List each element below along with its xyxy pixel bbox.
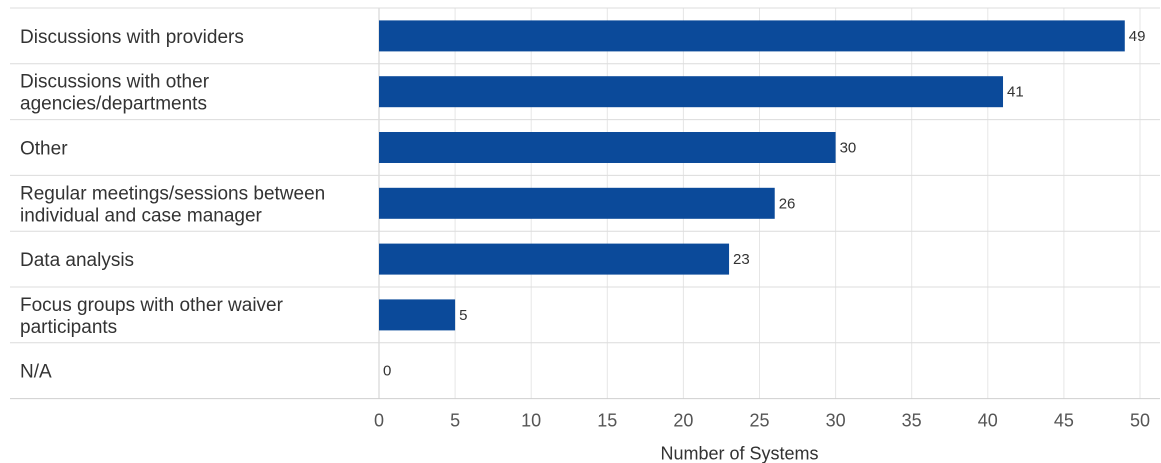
value-label: 0 [383, 363, 391, 380]
x-tick-label: 10 [521, 411, 541, 431]
x-tick-label: 15 [597, 411, 617, 431]
value-label: 49 [1129, 28, 1146, 45]
category-label: agencies/departments [20, 94, 207, 115]
category-label: Regular meetings/sessions between [20, 183, 325, 204]
bar [379, 243, 730, 275]
x-tick-label: 0 [374, 411, 384, 431]
bar [379, 132, 836, 163]
x-axis-ticks: 0 5 10 15 20 25 30 35 40 45 50 [374, 411, 1150, 431]
value-label: 30 [840, 140, 857, 157]
value-label: 5 [459, 307, 467, 324]
category-label: Discussions with other [20, 72, 210, 93]
bar [379, 76, 1004, 108]
category-label: Data analysis [20, 250, 134, 271]
bar [379, 299, 456, 331]
x-tick-label: 30 [826, 411, 846, 431]
x-tick-label: 35 [902, 411, 922, 431]
x-axis-title: Number of Systems [660, 444, 818, 463]
category-labels: Discussions with providers Discussions wi… [20, 27, 325, 383]
value-label: 26 [779, 195, 796, 212]
x-tick-label: 5 [450, 411, 460, 431]
category-label: Other [20, 139, 68, 160]
category-label: individual and case manager [20, 205, 263, 226]
x-tick-label: 25 [749, 411, 769, 431]
bars [379, 20, 1125, 331]
bar [379, 20, 1125, 52]
bar [379, 187, 775, 219]
x-tick-label: 40 [978, 411, 998, 431]
value-label: 41 [1007, 84, 1024, 101]
value-label: 23 [733, 251, 750, 268]
x-tick-label: 50 [1130, 411, 1150, 431]
category-label: participants [20, 317, 117, 338]
row-dividers [10, 7, 1160, 400]
category-label: N/A [20, 362, 52, 383]
x-tick-label: 45 [1054, 411, 1074, 431]
category-label: Focus groups with other waiver [20, 295, 284, 316]
value-labels: 49 41 30 26 23 5 0 [383, 28, 1145, 380]
x-tick-label: 20 [673, 411, 693, 431]
category-label: Discussions with providers [20, 27, 244, 48]
